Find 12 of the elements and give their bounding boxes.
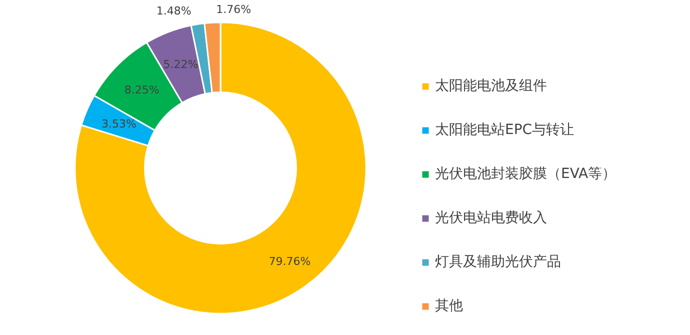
legend-label: 太阳能电池及组件	[435, 77, 547, 95]
data-label: 79.76%	[268, 255, 311, 268]
data-label: 1.76%	[216, 3, 252, 16]
data-label: 3.53%	[102, 117, 136, 130]
legend-label: 灯具及辅助光伏产品	[435, 253, 561, 271]
data-label: 5.22%	[163, 58, 198, 72]
legend-label: 光伏电站电费收入	[435, 209, 547, 227]
data-label: 8.25%	[124, 84, 160, 97]
legend-label: 光伏电池封装胶膜（EVA等）	[435, 165, 616, 183]
data-label: 1.48%	[156, 4, 192, 18]
legend-label: 其他	[435, 297, 463, 315]
legend-label: 太阳能电站EPC与转让	[435, 121, 574, 139]
